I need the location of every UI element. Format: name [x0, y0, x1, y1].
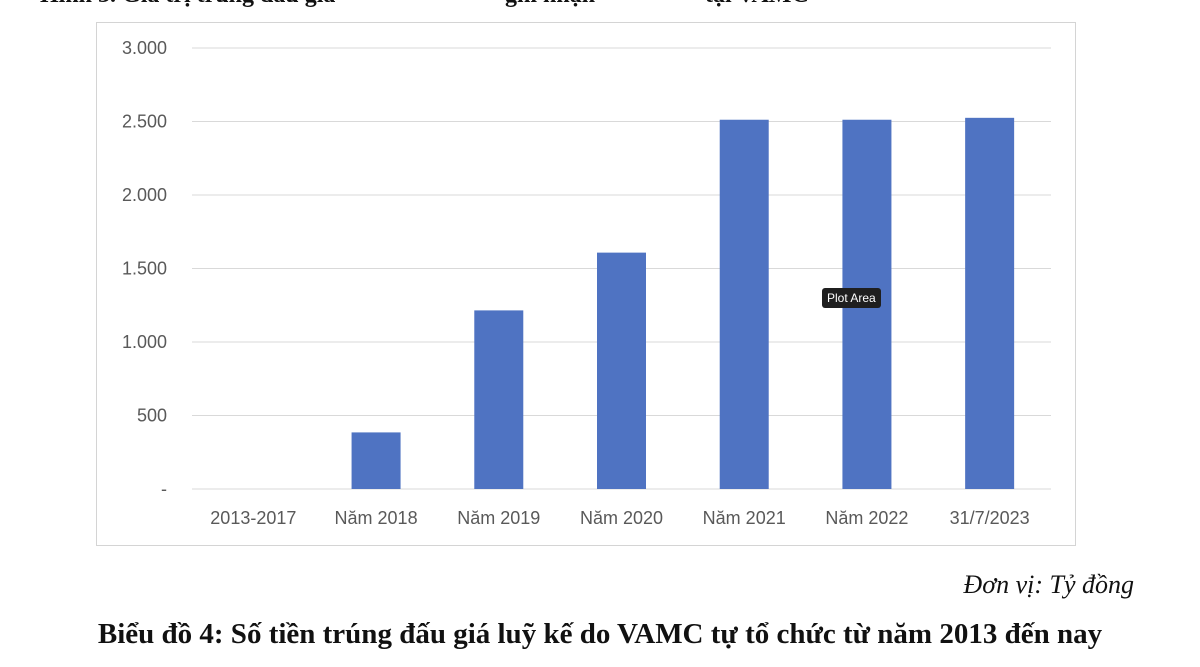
x-tick-label: Năm 2020 [580, 508, 663, 528]
plot-area-tooltip: Plot Area [822, 288, 881, 308]
top-fragment-part-3: tại VAMC [705, 0, 809, 9]
y-axis-tick-labels: - 500 1.000 1.500 2.000 2.500 3.000 [122, 38, 167, 499]
top-fragment-part-1: Hình 3. Giá trị trúng đấu giá [40, 0, 335, 9]
x-tick-label: Năm 2019 [457, 508, 540, 528]
x-axis-tick-labels: 2013-2017 Năm 2018 Năm 2019 Năm 2020 Năm 202… [210, 508, 1029, 528]
x-tick-label: 2013-2017 [210, 508, 296, 528]
top-text-fragment: Hình 3. Giá trị trúng đấu giá ghi nhận t… [0, 0, 1200, 8]
y-tick-label: - [161, 479, 167, 499]
y-tick-label: 500 [137, 406, 167, 426]
x-tick-label: Năm 2021 [703, 508, 786, 528]
unit-note: Đơn vị: Tỷ đồng [963, 570, 1134, 599]
bar[interactable] [597, 252, 646, 489]
y-tick-label: 2.000 [122, 185, 167, 205]
y-tick-label: 1.500 [122, 259, 167, 279]
top-fragment-part-2: ghi nhận [505, 0, 595, 9]
bars[interactable] [351, 117, 1015, 490]
x-tick-label: 31/7/2023 [950, 508, 1030, 528]
bar[interactable] [474, 310, 524, 489]
chart-caption: Biểu đồ 4: Số tiền trúng đấu giá luỹ kế … [97, 618, 1103, 650]
y-tick-label: 2.500 [122, 112, 167, 132]
x-tick-label: Năm 2022 [825, 508, 908, 528]
y-tick-label: 3.000 [122, 38, 167, 58]
bar-chart[interactable]: - 500 1.000 1.500 2.000 2.500 3.000 2013-2017 N… [97, 23, 1077, 547]
chart-area[interactable]: - 500 1.000 1.500 2.000 2.500 3.000 2013-2017 N… [96, 22, 1076, 546]
y-tick-label: 1.000 [122, 332, 167, 352]
bar[interactable] [719, 119, 769, 490]
bar[interactable] [965, 117, 1015, 489]
x-tick-label: Năm 2018 [335, 508, 418, 528]
bar[interactable] [351, 432, 401, 489]
